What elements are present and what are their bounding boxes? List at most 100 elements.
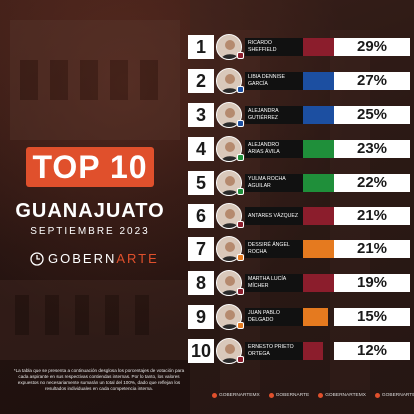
person-icon — [217, 237, 241, 261]
top10-badge: TOP 10 — [26, 147, 154, 187]
candidate-name-line2: ORTEGA — [248, 350, 270, 357]
social-handle: GOBERNARTEMX — [325, 393, 366, 398]
social-bar: GOBERNARTEMX GOBERNARTE GOBERNARTEMX GOBERN… — [212, 393, 414, 398]
rank-number: 9 — [188, 305, 214, 329]
mc-logo-icon — [237, 322, 244, 329]
pan-logo-icon — [237, 86, 244, 93]
percent-value: 12% — [334, 342, 410, 360]
pri-logo-icon — [237, 188, 244, 195]
percent-value: 29% — [334, 38, 410, 56]
candidate-name-line2: ARIAS ÁVILA — [248, 148, 280, 155]
rank-number: 6 — [188, 204, 214, 228]
candidate-name: ANTARES VÁZQUEZ — [245, 207, 303, 225]
candidate-name-line1: YULMA ROCHA — [248, 176, 286, 182]
percent-value: 15% — [334, 308, 410, 326]
social-link[interactable]: GOBERNARTE — [374, 393, 414, 398]
social-link[interactable]: GOBERNARTEMX — [318, 393, 366, 398]
ranking-row: 1 RICARDO SHEFFIELD 29% — [188, 34, 410, 60]
rank-number: 10 — [188, 339, 214, 363]
rank-number: 2 — [188, 69, 214, 93]
candidate-name-line2: SHEFFIELD — [248, 46, 277, 53]
percent-bar — [303, 106, 344, 124]
morena-logo-icon — [237, 356, 244, 363]
person-icon — [217, 305, 241, 329]
percent-value: 21% — [334, 240, 410, 258]
candidate-name-line1: MARTHA LUCÍA — [248, 276, 287, 282]
ranking-row: 2 LIBIA DENNISE GARCÍA 27% — [188, 68, 410, 94]
candidate-name-line1: DESSIRÉ ÁNGEL — [248, 242, 290, 248]
social-link[interactable]: GOBERNARTE — [268, 393, 310, 398]
percent-value: 23% — [334, 140, 410, 158]
facebook-icon — [212, 393, 217, 398]
ranking-row: 4 ALEJANDRO ARIAS ÁVILA 23% — [188, 136, 410, 162]
morena-logo-icon — [237, 52, 244, 59]
percent-value: 25% — [334, 106, 410, 124]
rank-number: 7 — [188, 237, 214, 261]
candidate-name: RICARDO SHEFFIELD — [245, 38, 303, 56]
date-label: SEPTIEMBRE 2023 — [30, 226, 150, 237]
brand-part1: GOBERN — [48, 251, 117, 266]
candidate-name-line1: JUAN PABLO — [248, 310, 280, 316]
percent-value: 19% — [334, 274, 410, 292]
x-icon — [268, 393, 274, 398]
candidate-name: ALEJANDRO ARIAS ÁVILA — [245, 140, 303, 158]
state-title: GUANAJUATO — [15, 200, 165, 222]
ranking-row: 8 MARTHA LUCÍA MÍCHER 19% — [188, 270, 410, 296]
footnote: *La tabla que se presenta a continuación… — [13, 368, 185, 391]
percent-bar — [303, 274, 334, 292]
candidate-name: MARTHA LUCÍA MÍCHER — [245, 274, 303, 292]
ranking-row: 10 ERNESTO PRIETO ORTEGA 12% — [188, 338, 410, 364]
candidate-name-line1: ANTARES VÁZQUEZ — [248, 213, 299, 219]
candidate-avatar — [216, 236, 242, 262]
candidate-name: LIBIA DENNISE GARCÍA — [245, 72, 303, 90]
social-handle: GOBERNARTE — [275, 393, 310, 398]
social-handle: GOBERNARTEMX — [219, 393, 260, 398]
instagram-icon — [318, 393, 324, 398]
ranking-row: 6 ANTARES VÁZQUEZ 21% — [188, 203, 410, 229]
candidate-name-line2: GARCÍA — [248, 80, 268, 87]
candidate-avatar — [216, 270, 242, 296]
candidate-name: DESSIRÉ ÁNGEL ROCHA — [245, 240, 303, 258]
candidate-name-line1: ERNESTO PRIETO — [248, 344, 294, 350]
candidate-name-line2: AGUILAR — [248, 182, 271, 189]
brand-part2: ARTE — [116, 251, 159, 266]
candidate-name-line1: ALEJANDRO — [248, 142, 280, 148]
mc-logo-icon — [237, 254, 244, 261]
candidate-name: ERNESTO PRIETO ORTEGA — [245, 342, 303, 360]
candidate-name-line2: ROCHA — [248, 248, 267, 255]
percent-bar — [303, 140, 341, 158]
rank-number: 4 — [188, 137, 214, 161]
candidate-name-line2: GUTIÉRREZ — [248, 114, 278, 121]
morena-logo-icon — [237, 221, 244, 228]
candidate-name-line1: LIBIA DENNISE — [248, 74, 285, 80]
percent-value: 27% — [334, 72, 410, 90]
ranking-row: 9 JUAN PABLO DELGADO 15% — [188, 304, 410, 330]
rank-number: 8 — [188, 271, 214, 295]
percent-bar — [303, 174, 339, 192]
candidate-name-line1: RICARDO — [248, 40, 272, 46]
percent-bar — [303, 308, 328, 326]
social-handle: GOBERNARTE — [381, 393, 414, 398]
left-panel: TOP 10 GUANAJUATO SEPTIEMBRE 2023 GOBERN… — [0, 0, 190, 414]
pri-logo-icon — [237, 154, 244, 161]
rank-number: 5 — [188, 171, 214, 195]
brand-logo: GOBERNARTE — [30, 251, 159, 266]
person-icon — [217, 271, 241, 295]
ranking-row: 5 YULMA ROCHA AGUILAR 22% — [188, 170, 410, 196]
percent-bar — [303, 342, 323, 360]
social-link[interactable]: GOBERNARTEMX — [212, 393, 260, 398]
ranking-row: 3 ALEJANDRA GUTIÉRREZ 25% — [188, 102, 410, 128]
rank-number: 1 — [188, 35, 214, 59]
candidate-name: JUAN PABLO DELGADO — [245, 308, 303, 326]
candidate-name: YULMA ROCHA AGUILAR — [245, 174, 303, 192]
ranking-list: 1 RICARDO SHEFFIELD 29% 2 LIBIA DENNISE GARCÍA… — [188, 0, 414, 414]
candidate-name-line2: DELGADO — [248, 316, 274, 323]
ranking-row: 7 DESSIRÉ ÁNGEL ROCHA 21% — [188, 236, 410, 262]
candidate-name-line1: ALEJANDRA — [248, 108, 279, 114]
pan-logo-icon — [237, 120, 244, 127]
percent-value: 22% — [334, 174, 410, 192]
morena-logo-icon — [237, 288, 244, 295]
rank-number: 3 — [188, 103, 214, 127]
candidate-name: ALEJANDRA GUTIÉRREZ — [245, 106, 303, 124]
